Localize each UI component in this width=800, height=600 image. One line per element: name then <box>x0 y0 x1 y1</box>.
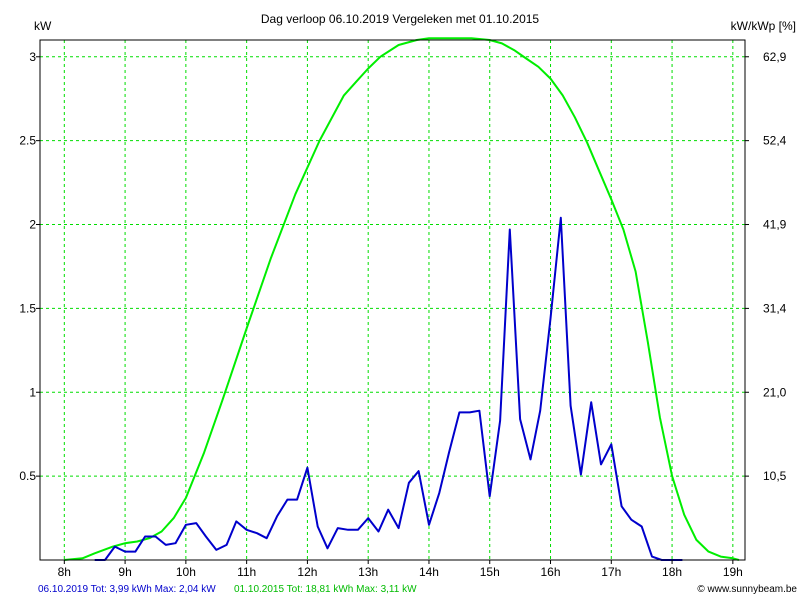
footer-current-summary: 06.10.2019 Tot: 3,99 kWh Max: 2,04 kW <box>38 584 216 595</box>
series-line-current <box>94 216 683 561</box>
x-tick-label: 18h <box>662 565 682 579</box>
y2-tick-label: 21,0 <box>763 385 787 399</box>
y2-tick-label: 41,9 <box>763 218 787 232</box>
y2-tick-label: 10,5 <box>763 469 787 483</box>
x-tick-label: 13h <box>358 565 378 579</box>
plot-frame <box>39 39 746 561</box>
x-tick-label: 19h <box>723 565 743 579</box>
x-tick-label: 16h <box>541 565 561 579</box>
x-tick-label: 14h <box>419 565 439 579</box>
y-axis-label: kW <box>34 19 52 33</box>
y2-axis-label: kW/kWp [%] <box>731 19 796 33</box>
y2-tick-label: 62,9 <box>763 50 787 64</box>
axis-ticks: 8h 9h 10h 11h 12h 13h 14h 15h 16h 17h 18h 19h 0.5 1 1.… <box>19 50 786 579</box>
x-tick-label: 9h <box>118 565 131 579</box>
x-tick-label: 11h <box>237 565 256 579</box>
series-line-reference <box>64 37 740 561</box>
y-tick-label: 0.5 <box>19 469 36 483</box>
y-tick-label: 3 <box>29 50 36 64</box>
chart-title: Dag verloop 06.10.2019 Vergeleken met 01… <box>261 12 540 26</box>
grid <box>40 40 745 560</box>
y-tick-label: 2 <box>29 218 36 232</box>
x-tick-label: 12h <box>297 565 317 579</box>
x-tick-label: 8h <box>58 565 71 579</box>
y-tick-label: 1.5 <box>19 301 36 315</box>
series-layer <box>64 37 740 561</box>
x-tick-label: 17h <box>601 565 621 579</box>
y2-tick-label: 31,4 <box>763 301 787 315</box>
y2-tick-label: 52,4 <box>763 134 787 148</box>
footer-reference-summary: 01.10.2015 Tot: 18,81 kWh Max: 3,11 kW <box>234 584 417 595</box>
footer-brand: © www.sunnybeam.be <box>697 584 797 595</box>
y-tick-label: 1 <box>29 385 36 399</box>
x-tick-label: 15h <box>480 565 500 579</box>
y-tick-label: 2.5 <box>19 134 36 148</box>
x-tick-label: 10h <box>176 565 196 579</box>
